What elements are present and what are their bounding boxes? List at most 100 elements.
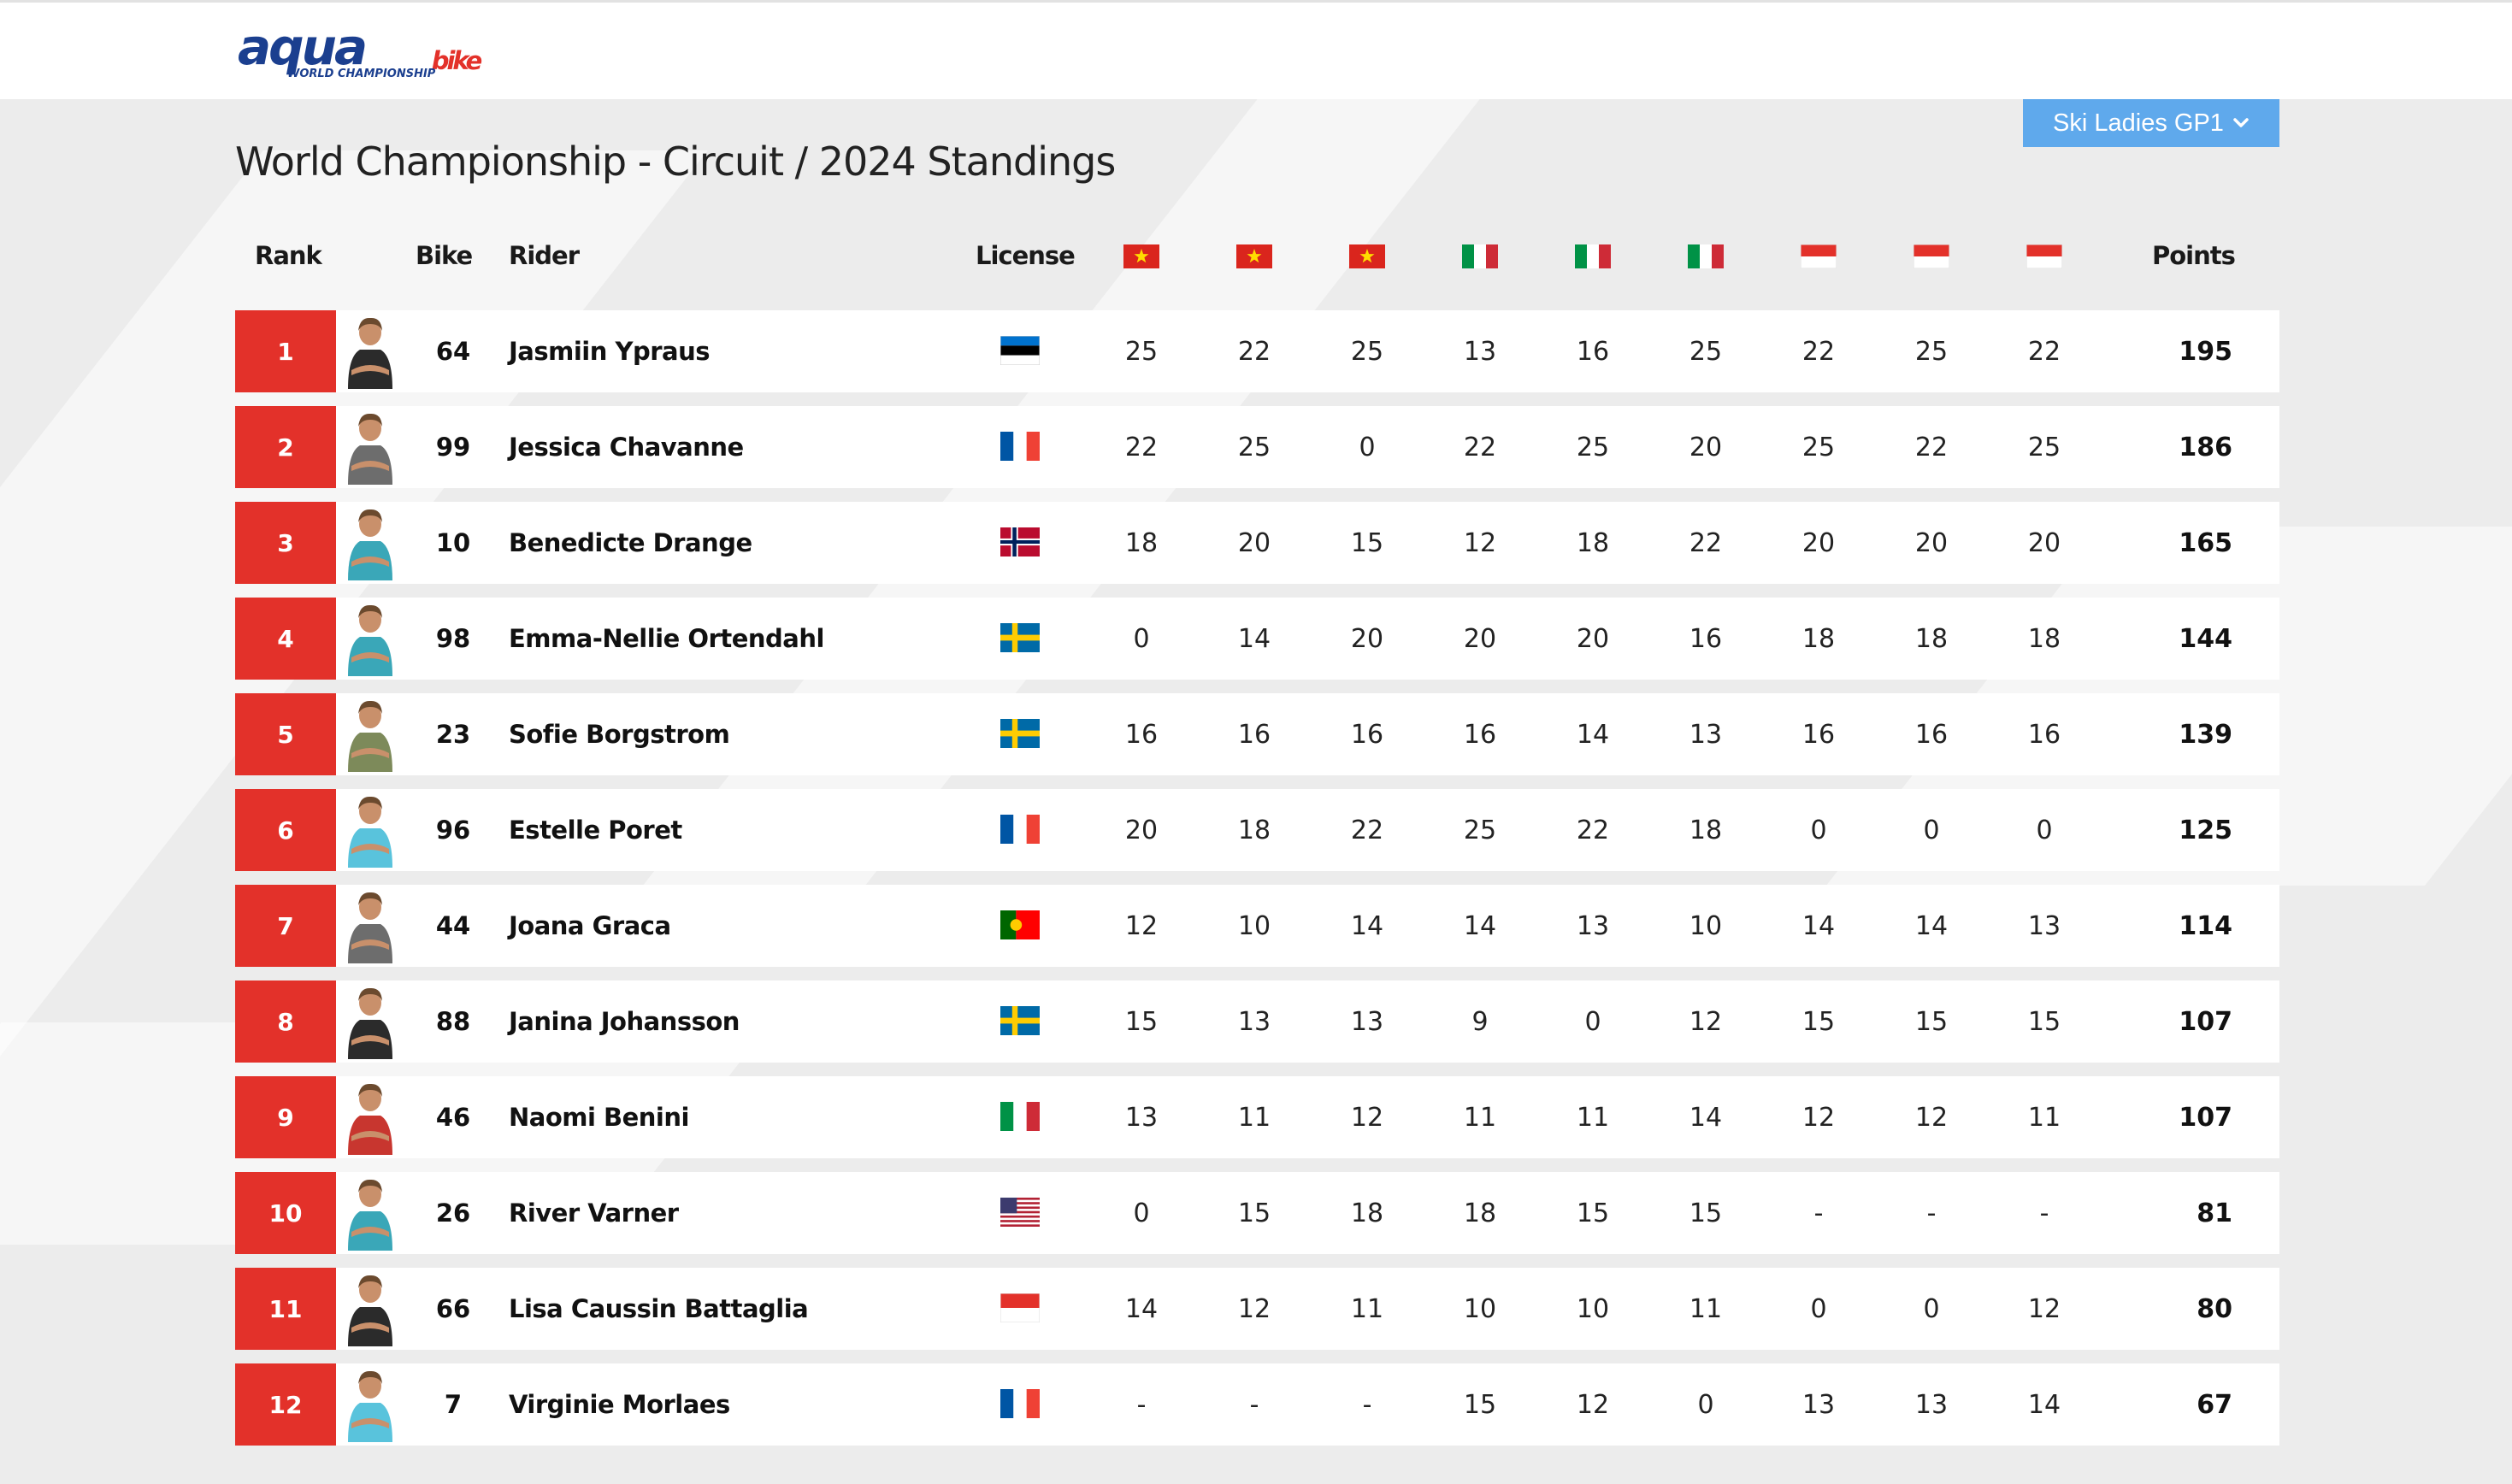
race-points: 22 (1350, 815, 1384, 845)
race-points: 16 (1124, 719, 1159, 750)
table-row[interactable]: 2 99 Jessica Chavanne 22 25 0 22 25 20 25 22 25 186 (235, 406, 2279, 488)
vietnam-flag-icon (1123, 244, 1159, 268)
race-points: 25 (1914, 336, 1949, 367)
rider-name[interactable]: Virginie Morlaes (509, 1390, 730, 1419)
rider-name[interactable]: Emma-Nellie Ortendahl (509, 624, 824, 653)
rank-badge: 9 (235, 1076, 336, 1158)
avatar (339, 888, 401, 963)
race-points: 13 (1689, 719, 1723, 750)
rider-name[interactable]: Naomi Benini (509, 1103, 689, 1132)
rider-name[interactable]: Sofie Borgstrom (509, 720, 730, 749)
indonesia-flag-icon (1913, 244, 1949, 268)
table-row[interactable]: 6 96 Estelle Poret 20 18 22 25 22 18 0 0 0 125 (235, 789, 2279, 871)
race-points: 12 (1350, 1102, 1384, 1133)
race-points: 22 (1801, 336, 1836, 367)
indonesia-flag-icon (1801, 244, 1837, 268)
table-row[interactable]: 10 26 River Varner 0 15 18 18 15 15 - - - 81 (235, 1172, 2279, 1254)
bike-number: 44 (435, 911, 471, 940)
rider-name[interactable]: Jessica Chavanne (509, 433, 744, 462)
race-points: 14 (1124, 1293, 1159, 1324)
header-rider: Rider (509, 241, 580, 270)
avatar (339, 1175, 401, 1251)
race-points: 11 (1463, 1102, 1497, 1133)
italy-flag-icon (1575, 244, 1611, 268)
avatar (339, 505, 401, 580)
race-points: 20 (1689, 432, 1723, 462)
race-points: 10 (1463, 1293, 1497, 1324)
italy-flag-icon (1688, 244, 1724, 268)
race-points: 15 (1801, 1006, 1836, 1037)
table-row[interactable]: 11 66 Lisa Caussin Battaglia 14 12 11 10 10 11 0… (235, 1268, 2279, 1350)
race-points: 20 (1801, 527, 1836, 558)
race-points: 18 (1689, 815, 1723, 845)
table-row[interactable]: 7 44 Joana Graca 12 10 14 14 13 10 14 14 13 114 (235, 885, 2279, 967)
total-points: 80 (2197, 1293, 2232, 1324)
rank-badge: 2 (235, 406, 336, 488)
race-points: 25 (1689, 336, 1723, 367)
aquabike-logo[interactable]: aqua bike WORLD CHAMPIONSHIP (238, 20, 482, 83)
rider-name[interactable]: Estelle Poret (509, 816, 682, 845)
race-points: 14 (1463, 910, 1497, 941)
race-points: 0 (1359, 432, 1376, 462)
bike-number: 96 (435, 816, 471, 845)
logo-wordmark: aqua bike (238, 20, 482, 75)
table-row[interactable]: 8 88 Janina Johansson 15 13 13 9 0 12 15 15 15 107 (235, 980, 2279, 1063)
race-points: 15 (1237, 1198, 1271, 1228)
race-points: 0 (1923, 815, 1940, 845)
rider-name[interactable]: Joana Graca (509, 911, 671, 940)
race-points: 15 (2027, 1006, 2061, 1037)
rider-name[interactable]: Janina Johansson (509, 1007, 740, 1036)
race-points: 12 (1576, 1389, 1610, 1420)
bike-number: 99 (435, 433, 471, 462)
page-title: World Championship - Circuit / 2024 Stan… (235, 138, 1116, 185)
race-points: 12 (1801, 1102, 1836, 1133)
race-points: 25 (1124, 336, 1159, 367)
race-points: 14 (2027, 1389, 2061, 1420)
race-points: 12 (1689, 1006, 1723, 1037)
header-license: License (976, 241, 1076, 270)
race-points: 16 (1350, 719, 1384, 750)
race-points: 14 (1914, 910, 1949, 941)
race-points: 22 (1237, 336, 1271, 367)
race-points: 11 (1576, 1102, 1610, 1133)
race-points: 18 (1801, 623, 1836, 654)
chevron-down-icon (2233, 118, 2249, 127)
table-row[interactable]: 1 64 Jasmiin Ypraus 25 22 25 13 16 25 22 25 22 195 (235, 310, 2279, 392)
race-points: 15 (1914, 1006, 1949, 1037)
race-points: 0 (1133, 623, 1150, 654)
sweden-flag-icon (1000, 623, 1040, 652)
total-points: 186 (2179, 432, 2232, 462)
race-points: 16 (1576, 336, 1610, 367)
logo-bike: bike (431, 46, 483, 75)
category-dropdown[interactable]: Ski Ladies GP1 (2023, 99, 2279, 147)
avatar (339, 697, 401, 772)
table-row[interactable]: 9 46 Naomi Benini 13 11 12 11 11 14 12 12 11 107 (235, 1076, 2279, 1158)
table-row[interactable]: 4 98 Emma-Nellie Ortendahl 0 14 20 20 20 16 18 18… (235, 598, 2279, 680)
estonia-flag-icon (1000, 336, 1040, 365)
category-dropdown-label: Ski Ladies GP1 (2053, 109, 2224, 137)
race-points: 18 (1914, 623, 1949, 654)
total-points: 114 (2179, 910, 2232, 941)
avatar (339, 1367, 401, 1442)
table-row[interactable]: 3 10 Benedicte Drange 18 20 15 12 18 22 20 20 20 16… (235, 502, 2279, 584)
rider-name[interactable]: River Varner (509, 1198, 679, 1228)
race-points: 12 (2027, 1293, 2061, 1324)
rider-name[interactable]: Jasmiin Ypraus (509, 337, 711, 366)
rider-name[interactable]: Benedicte Drange (509, 528, 752, 557)
table-row[interactable]: 12 7 Virginie Morlaes - - - 15 12 0 13 13 14 67 (235, 1363, 2279, 1446)
top-bar: aqua bike WORLD CHAMPIONSHIP (0, 0, 2512, 99)
rider-name[interactable]: Lisa Caussin Battaglia (509, 1294, 809, 1323)
table-row[interactable]: 5 23 Sofie Borgstrom 16 16 16 16 14 13 16 16 16 139 (235, 693, 2279, 775)
total-points: 81 (2197, 1198, 2232, 1228)
avatar (339, 1271, 401, 1346)
race-points: - (1362, 1389, 1372, 1420)
rank-badge: 12 (235, 1363, 336, 1446)
rank-badge: 10 (235, 1172, 336, 1254)
race-points: 13 (2027, 910, 2061, 941)
sweden-flag-icon (1000, 719, 1040, 748)
race-points: 14 (1350, 910, 1384, 941)
race-points: 13 (1801, 1389, 1836, 1420)
rank-badge: 3 (235, 502, 336, 584)
race-points: - (1813, 1198, 1824, 1228)
logo-subtitle: WORLD CHAMPIONSHIP (287, 68, 436, 80)
